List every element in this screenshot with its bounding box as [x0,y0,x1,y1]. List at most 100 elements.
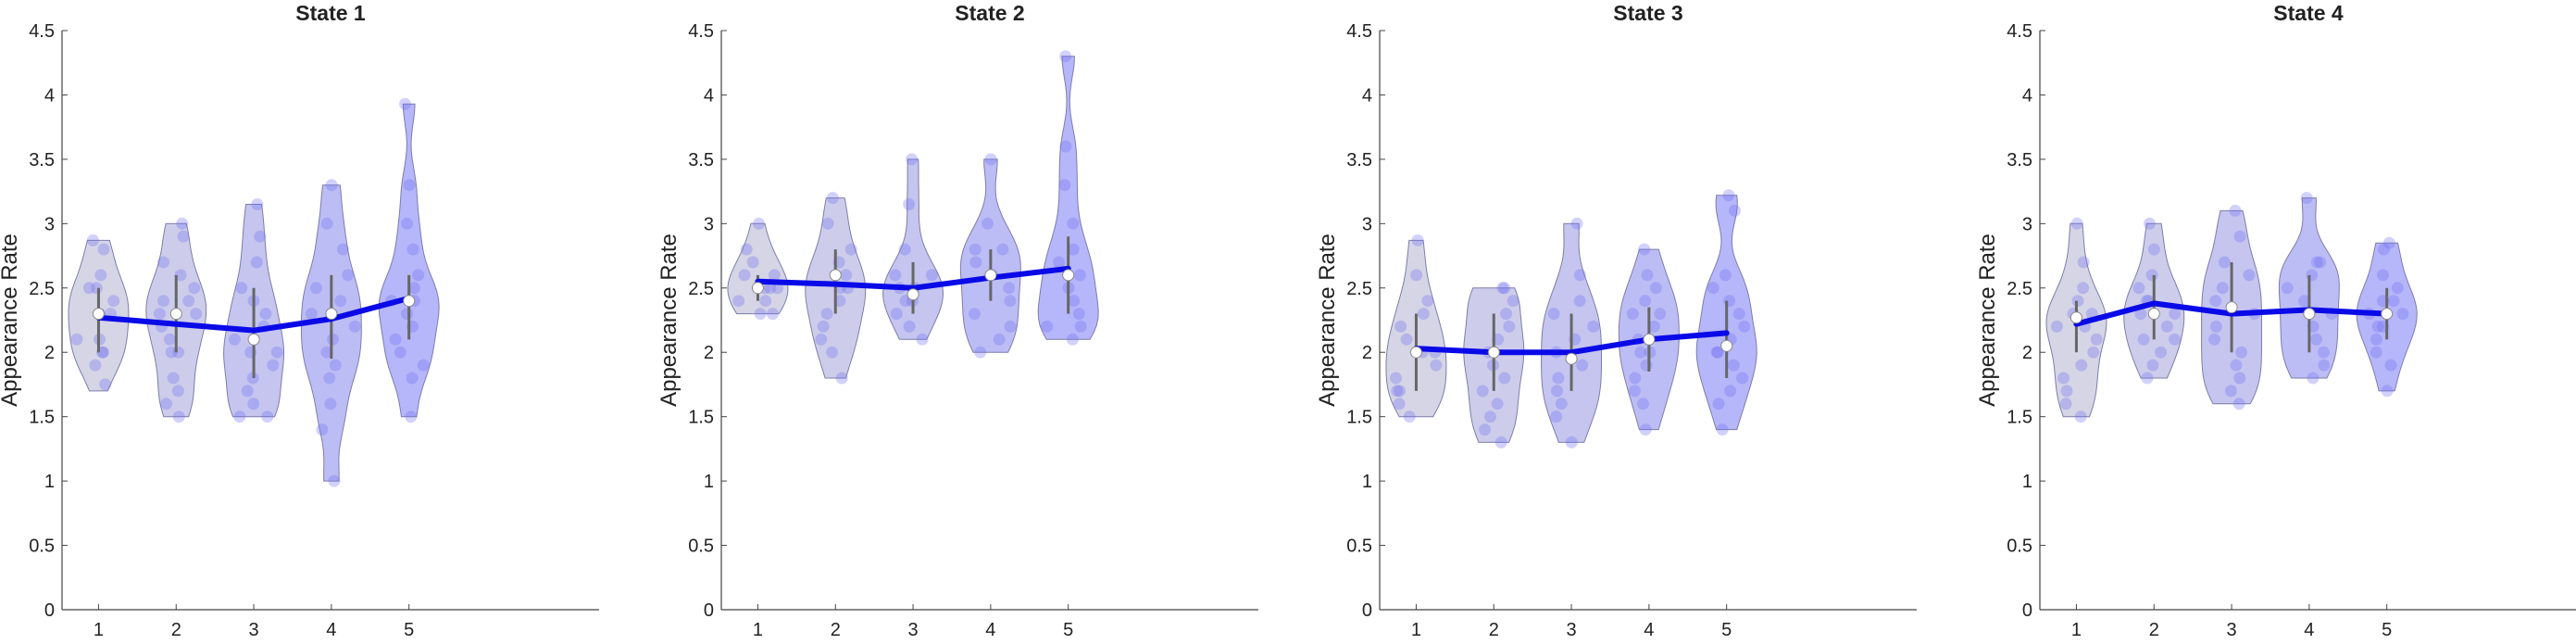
data-point [1391,385,1404,398]
violin-body [378,103,440,418]
data-point [1649,282,1662,295]
data-point [984,153,997,166]
data-point [2147,243,2160,256]
data-point [310,282,322,295]
data-point [165,346,178,359]
data-point [1654,308,1667,321]
data-point [82,282,95,295]
y-tick-label: 1.5 [29,408,55,428]
data-point [1059,50,1072,63]
data-point [1639,295,1652,308]
data-point [329,359,342,372]
x-tick-label: 4 [985,620,995,639]
data-point [1067,243,1080,256]
data-point [1410,269,1423,282]
y-tick-label: 1 [1362,472,1372,492]
data-point [1570,217,1583,230]
data-point [1491,398,1504,410]
median-marker [1062,269,1075,282]
data-point [2134,308,2147,321]
x-tick-label: 3 [248,620,258,639]
median-marker [403,295,416,308]
median-marker [2303,308,2316,321]
data-point [325,179,338,192]
data-point [2169,333,2181,346]
data-point [1004,295,1017,308]
data-point [2050,320,2063,333]
data-point [2074,410,2087,423]
data-point [1629,372,1642,385]
data-point [2077,256,2090,269]
data-point [1393,398,1406,410]
data-point [1724,385,1737,398]
data-point [1707,282,1719,295]
data-point [840,269,853,282]
data-point [336,243,349,256]
data-point [1639,423,1652,436]
median-marker [2070,311,2082,324]
y-tick-label: 2.5 [688,279,714,299]
chart-panel-2: State 2 Appearance Rate 0 0.5 1 1.5 2 2.5 3 3.5 4 4… [657,1,1258,640]
y-tick-label: 2 [1362,343,1372,363]
data-point [172,410,185,423]
data-point [740,243,753,256]
data-point [2310,256,2323,269]
data-point [1394,385,1406,398]
median-marker [2381,308,2394,321]
data-point [2060,385,2073,398]
x-tick-label: 2 [171,620,181,639]
data-point [1573,295,1586,308]
data-point [1494,436,1507,448]
data-point [177,230,190,243]
y-tick-label: 4.5 [2007,21,2032,42]
y-tick-label: 4.5 [688,21,714,42]
data-point [2381,385,2394,398]
data-point [182,295,195,308]
data-point [1727,359,1740,372]
data-point [406,243,419,256]
data-point [826,192,839,205]
data-point [1547,308,1560,321]
data-point [190,308,203,321]
data-point [916,333,929,346]
x-tick-label: 5 [1721,620,1732,639]
data-point [1059,140,1072,153]
data-point [1634,346,1647,359]
data-point [1641,269,1654,282]
y-tick-label: 0 [2022,600,2032,621]
data-point [1421,295,1434,308]
data-point [2382,236,2395,249]
data-point [1565,436,1578,448]
data-point [1637,398,1649,410]
y-tick-label: 1.5 [1346,408,1372,428]
data-point [2077,282,2090,295]
y-tick-label: 1 [2022,472,2032,492]
y-tick-label: 2 [44,343,55,363]
data-point [969,308,981,321]
data-point [320,346,333,359]
data-point [70,333,83,346]
y-tick-label: 3.5 [29,150,55,170]
data-point [412,269,425,282]
data-point [2155,346,2167,359]
data-point [768,269,781,282]
data-point [2090,333,2103,346]
data-point [2160,320,2173,333]
chart-panel-1: State 1 Appearance Rate 0 0.5 1 1.5 2 2.5 3 3.5 4 4… [0,1,599,640]
x-tick-label: 1 [94,620,104,639]
data-point [764,282,777,295]
data-point [835,372,848,385]
y-tick-label: 3 [44,214,55,234]
data-point [1003,282,1016,295]
data-point [1738,320,1751,333]
x-tick-label: 4 [326,620,336,639]
data-point [1400,333,1413,346]
data-point [1041,320,1054,333]
data-point [2391,282,2404,295]
x-tick-label: 2 [831,620,841,639]
median-marker [1487,346,1500,359]
y-tick-label: 2 [2022,343,2032,363]
data-point [753,217,765,230]
y-tick-label: 0.5 [688,537,714,557]
data-point [2132,282,2145,295]
